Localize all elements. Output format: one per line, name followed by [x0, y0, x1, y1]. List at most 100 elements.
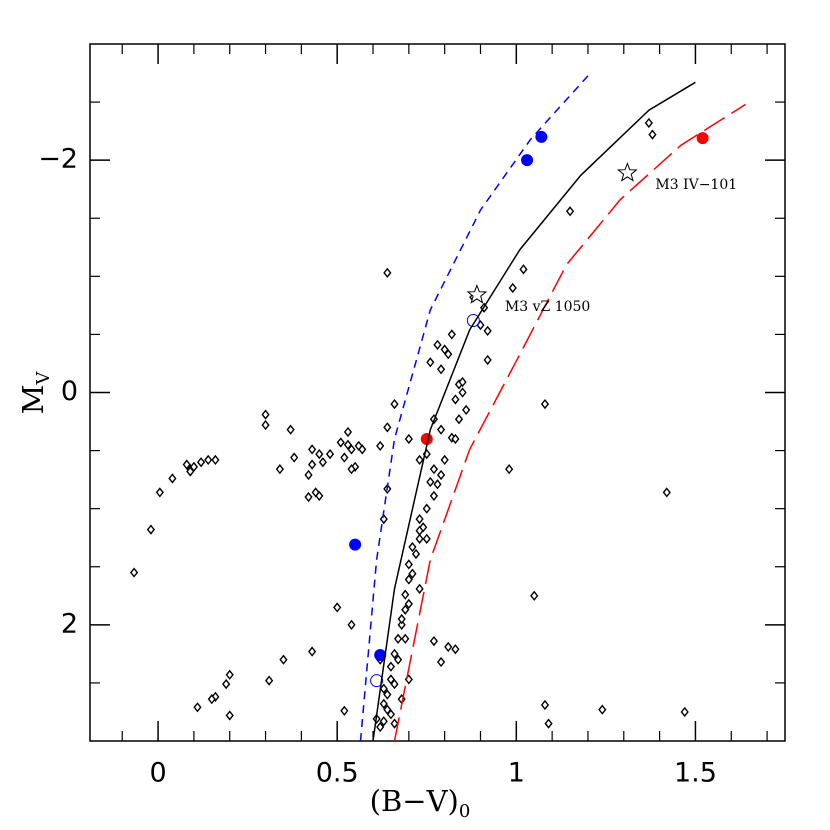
data-point: [193, 702, 202, 713]
data-point: [261, 409, 270, 420]
data-point: [508, 282, 517, 294]
data-point: [211, 454, 220, 465]
data-point: [129, 567, 139, 578]
data-point: [540, 398, 550, 410]
data-point: [411, 548, 421, 560]
data-point: [379, 514, 388, 525]
data-point: [447, 329, 456, 340]
data-point: [401, 604, 410, 615]
y-tick-label: 2: [61, 608, 78, 639]
data-point: [383, 267, 392, 278]
data-point: [521, 154, 534, 167]
data-point: [390, 648, 399, 659]
data-point: [696, 132, 709, 145]
data-point: [261, 419, 270, 431]
data-point: [404, 574, 413, 585]
data-point: [336, 437, 345, 448]
data-point: [436, 364, 446, 375]
data-point: [308, 646, 317, 657]
data-point: [401, 633, 410, 644]
data-point: [211, 691, 220, 702]
data-point: [422, 533, 431, 544]
data-point: [286, 424, 295, 435]
data-point: [290, 452, 299, 463]
data-point: [393, 633, 403, 644]
data-point: [415, 514, 424, 525]
data-point: [429, 635, 439, 647]
data-point: [379, 698, 388, 709]
data-point: [429, 490, 439, 502]
y-axis-label: MV: [16, 371, 54, 415]
data-point: [146, 524, 155, 535]
x-tick-label: 1.5: [674, 758, 717, 789]
data-point: [680, 706, 689, 718]
data-point: [376, 440, 385, 452]
data-point: [462, 404, 471, 416]
data-point: [458, 376, 467, 388]
data-point: [225, 710, 234, 721]
data-point: [347, 444, 356, 455]
y-tick-label: 0: [61, 376, 78, 407]
data-point: [390, 398, 399, 410]
data-point: [397, 619, 406, 630]
data-point: [370, 674, 384, 688]
data-point: [535, 130, 548, 143]
data-point: [540, 699, 550, 711]
data-point: [444, 349, 453, 360]
data-point: [315, 490, 324, 502]
data-point: [519, 264, 528, 275]
data-point: [222, 678, 231, 690]
data-point: [440, 344, 449, 355]
data-point: [275, 464, 284, 475]
data-point: [333, 602, 342, 613]
data-point: [404, 559, 413, 570]
plot-area: [129, 71, 747, 741]
data-point: [207, 694, 216, 705]
y-tick-label: −2: [38, 144, 78, 175]
data-point: [383, 422, 392, 433]
x-axis-label-main: (B−V): [370, 784, 459, 818]
data-point: [436, 424, 446, 435]
data-point: [304, 491, 313, 503]
data-point: [189, 461, 198, 472]
data-point: [451, 394, 460, 405]
data-point: [426, 476, 435, 488]
data-point: [415, 533, 424, 544]
data-point: [436, 469, 446, 481]
data-point: [304, 469, 313, 481]
data-point: [440, 454, 449, 465]
data-point: [204, 454, 213, 465]
data-point: [476, 320, 485, 331]
data-point: [420, 432, 433, 445]
data-point: [454, 414, 464, 425]
data-point: [544, 718, 553, 729]
data-point: [186, 466, 195, 477]
data-point: [383, 704, 392, 715]
data-point: [265, 675, 274, 686]
data-point: [155, 487, 164, 498]
model-curve: [393, 103, 747, 741]
data-point: [466, 313, 480, 327]
data-point: [386, 674, 396, 685]
data-point: [401, 589, 410, 600]
data-point: [308, 459, 317, 470]
data-point: [483, 354, 492, 366]
x-axis-label: (B−V)0: [370, 784, 471, 822]
data-point: [318, 457, 327, 468]
data-point: [279, 654, 288, 665]
data-point: [383, 689, 392, 700]
data-point: [436, 656, 446, 668]
data-point: [315, 448, 324, 460]
data-point: [598, 704, 607, 715]
data-point: [505, 464, 514, 475]
data-point: [374, 649, 387, 662]
x-tick-label: 0: [149, 758, 166, 789]
data-point: [662, 487, 671, 498]
data-point: [386, 709, 396, 720]
data-point: [530, 590, 539, 601]
star-point: [466, 283, 488, 304]
data-point: [408, 568, 417, 579]
data-point: [358, 444, 367, 455]
x-tick-label: 0.5: [316, 758, 359, 789]
